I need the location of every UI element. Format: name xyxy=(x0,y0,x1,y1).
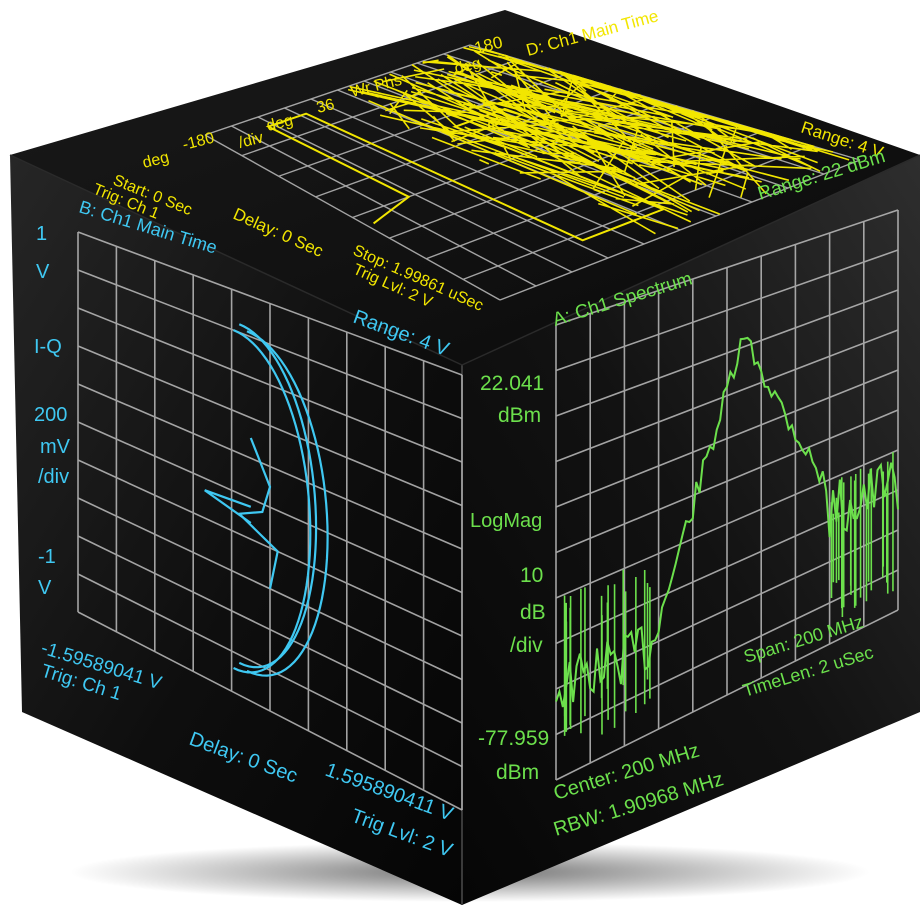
grid-line xyxy=(555,449,899,599)
right-y-bottom-unit: dBm xyxy=(496,761,539,784)
grid-line xyxy=(555,289,899,417)
noise-path xyxy=(347,45,850,235)
iq-loop xyxy=(246,330,329,677)
left-panel-grid xyxy=(77,231,463,811)
left-scale-unit: mV xyxy=(40,436,71,458)
grid-line xyxy=(77,611,463,811)
top-scale-per: /div xyxy=(237,129,265,152)
grid-line xyxy=(555,609,899,781)
cube-left-face xyxy=(10,155,462,905)
top-y-top-unit: deg xyxy=(453,55,483,78)
grid-line xyxy=(77,345,463,507)
top-scale-value: 36 xyxy=(315,96,336,117)
grid-line xyxy=(555,409,899,554)
grid-line xyxy=(555,209,899,326)
left-y-top-label: 1 xyxy=(36,223,47,245)
top-noise-trace xyxy=(347,45,850,235)
right-scale-value: 10 xyxy=(520,564,543,587)
noise-path xyxy=(563,452,894,736)
grid-line xyxy=(77,459,463,637)
grid-line xyxy=(77,307,463,463)
top-phase-trace xyxy=(265,107,667,242)
top-scale-unit: deg xyxy=(265,112,295,135)
left-mode-label: I-Q xyxy=(34,336,62,358)
grid-line xyxy=(77,421,463,594)
right-scale-unit: dB xyxy=(520,601,546,624)
right-y-bottom-label: -77.959 xyxy=(478,727,549,750)
grid-line xyxy=(426,130,763,260)
right-scale-per: /div xyxy=(510,634,543,657)
grid-line xyxy=(555,249,899,372)
iq-branch xyxy=(204,489,252,524)
left-y-bottom-label: -1 xyxy=(38,546,56,568)
left-scale-value: 200 xyxy=(34,404,67,426)
grid-line xyxy=(77,269,463,420)
grid-line xyxy=(462,144,812,281)
iq-loop xyxy=(233,329,312,674)
grid-line xyxy=(77,231,463,376)
right-panel-grid xyxy=(555,209,899,781)
right-y-top-label: 22.041 xyxy=(480,372,544,395)
grid-line xyxy=(555,329,899,463)
right-spectrum-noise xyxy=(563,452,894,736)
grid-line xyxy=(77,535,463,724)
right-mode-label: LogMag xyxy=(470,510,542,532)
left-iq-trace xyxy=(204,323,329,677)
grid-line xyxy=(204,44,471,136)
iq-branch xyxy=(236,437,279,589)
cube-right-face xyxy=(462,155,920,905)
left-y-top-unit: V xyxy=(36,261,50,283)
top-y-bottom-unit: deg xyxy=(141,149,171,172)
grid-line xyxy=(499,159,861,301)
grid-line xyxy=(77,383,463,550)
grid-line xyxy=(77,573,463,768)
grid-line xyxy=(555,369,899,508)
left-y-bottom-unit: V xyxy=(38,577,52,599)
left-scale-per: /div xyxy=(38,466,69,488)
right-y-top-unit: dBm xyxy=(498,404,541,427)
